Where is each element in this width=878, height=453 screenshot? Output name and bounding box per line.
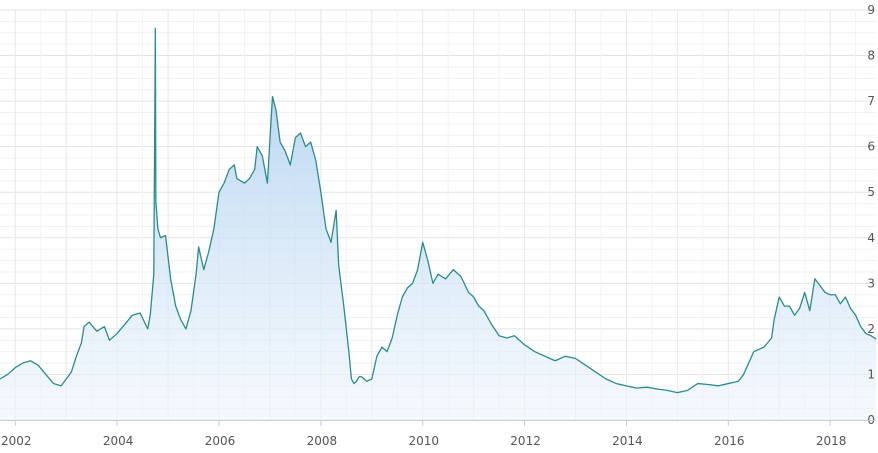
series-area-fill [0, 28, 876, 420]
x-tick-label: 2010 [408, 434, 439, 448]
y-tick-label: 5 [867, 185, 875, 199]
x-tick-label: 2012 [510, 434, 541, 448]
y-tick-label: 6 [867, 140, 875, 154]
series-line [0, 27, 877, 394]
x-tick-label: 2006 [205, 434, 236, 448]
x-tick-label: 2004 [103, 434, 134, 448]
x-tick-label: 2008 [307, 434, 338, 448]
y-tick-label: 3 [867, 276, 875, 290]
y-tick-label: 1 [867, 367, 875, 381]
y-tick-label: 2 [867, 322, 875, 336]
y-tick-label: 4 [867, 231, 875, 245]
x-tick-label: 2016 [714, 434, 745, 448]
y-tick-label: 7 [867, 94, 875, 108]
x-tick-label: 2002 [1, 434, 32, 448]
x-tick-label: 2018 [816, 434, 847, 448]
x-axis: 2002 2004 2006 2008 2010 2012 2014 2016 2018 [0, 420, 876, 448]
y-tick-label: 8 [867, 49, 875, 63]
series-line-group [0, 27, 877, 394]
series-area [0, 28, 876, 420]
y-tick-label: 9 [867, 3, 875, 17]
x-tick-label: 2014 [612, 434, 643, 448]
